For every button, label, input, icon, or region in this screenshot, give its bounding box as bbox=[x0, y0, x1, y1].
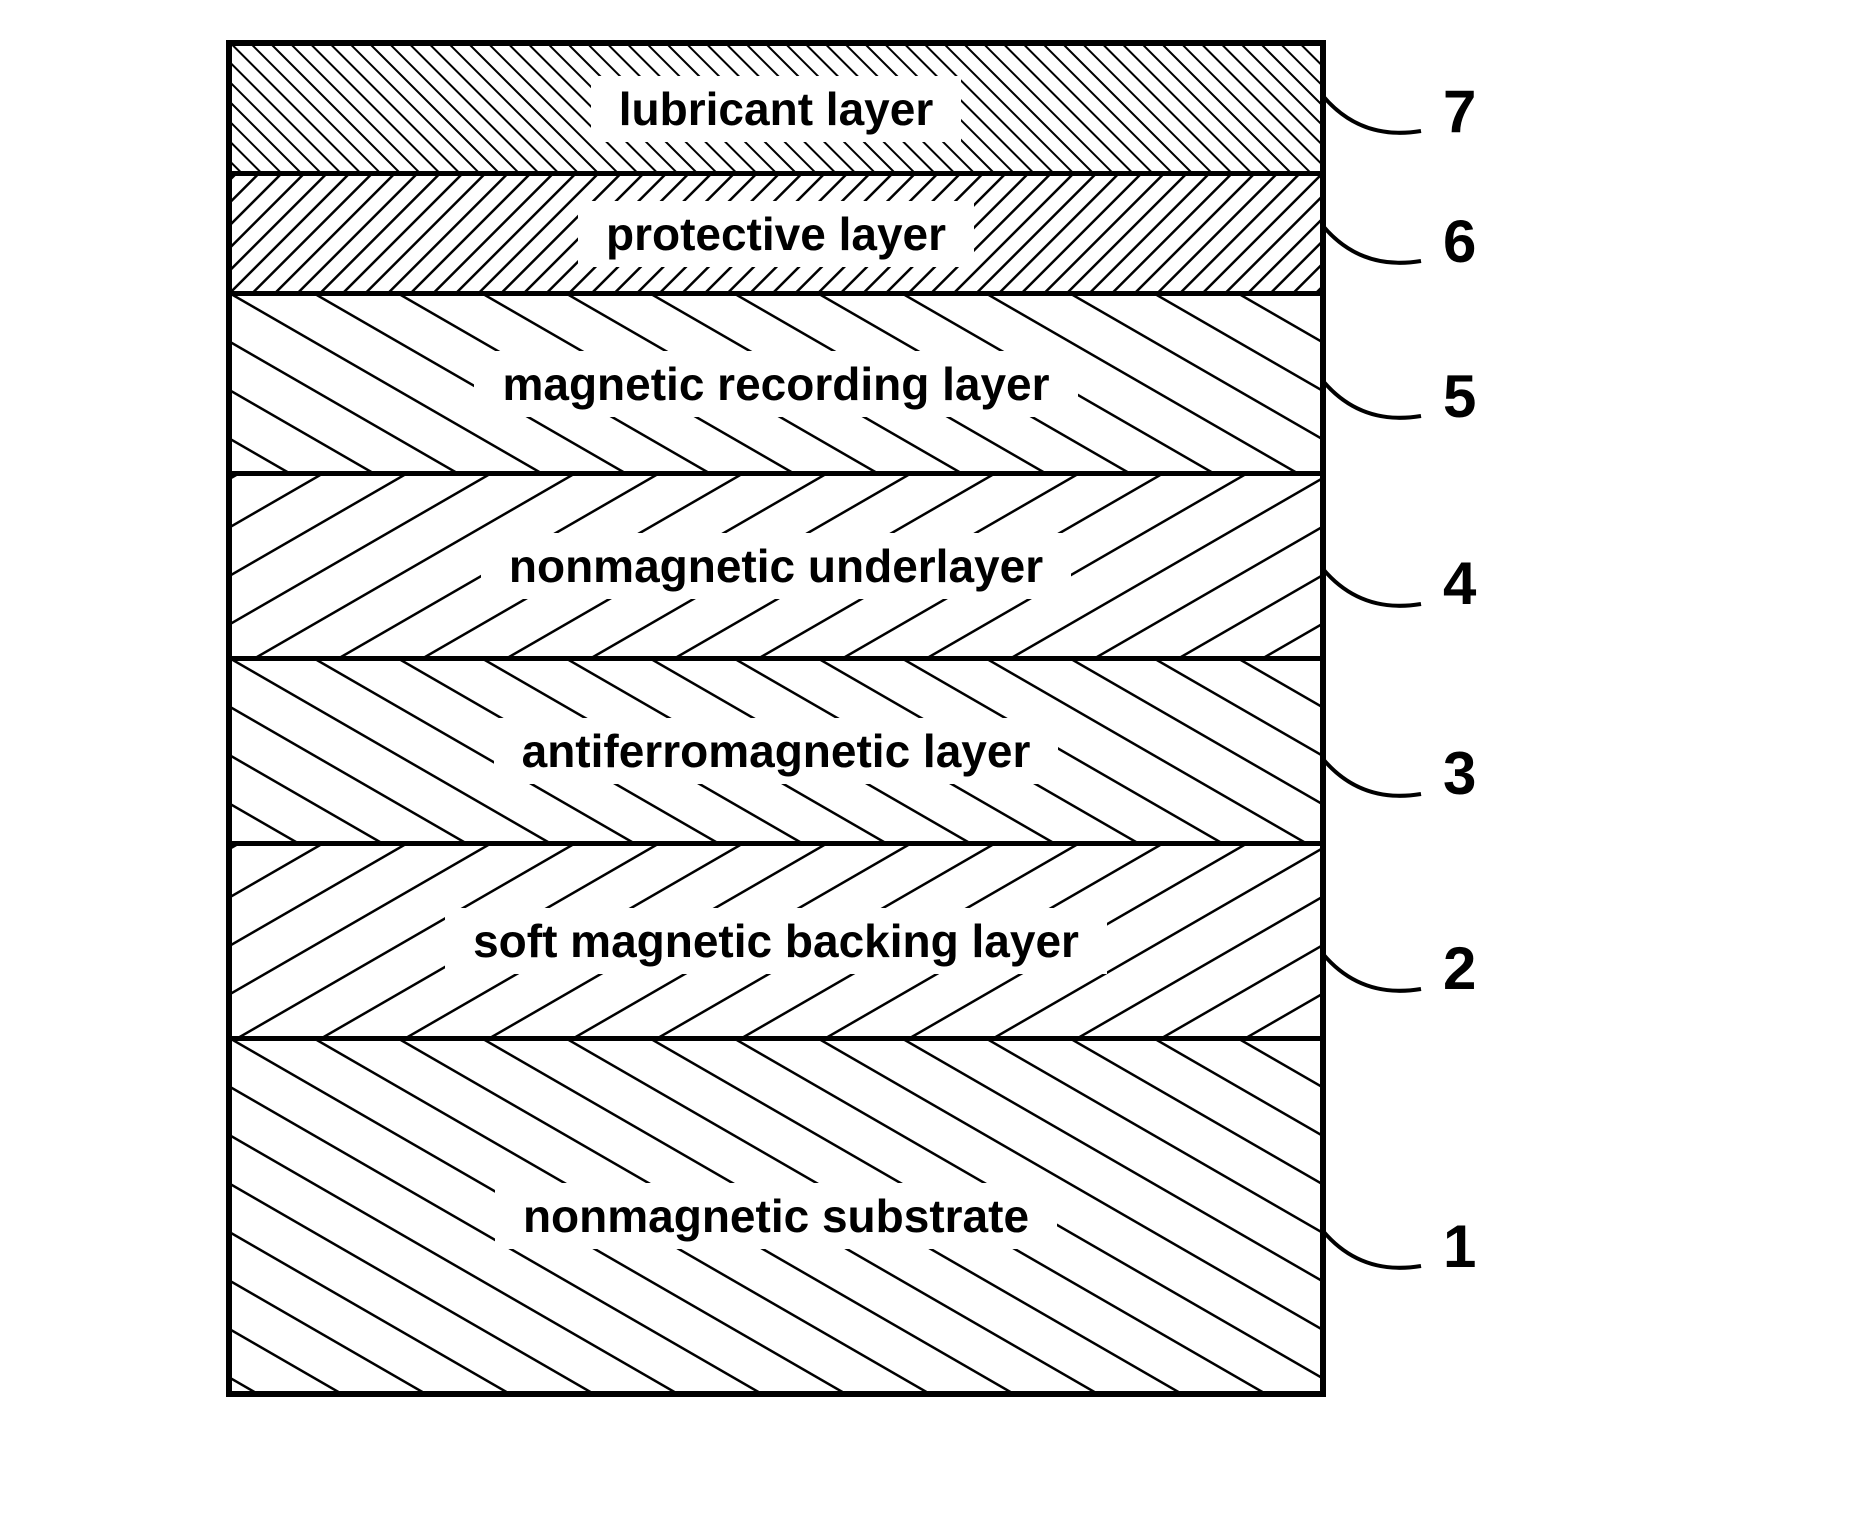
layer-label: soft magnetic backing layer bbox=[445, 908, 1107, 974]
layer-softmag: soft magnetic backing layer bbox=[232, 846, 1320, 1041]
callout-softmag: 2 bbox=[1321, 934, 1476, 1004]
callout-antiferro: 3 bbox=[1321, 739, 1476, 809]
layer-number: 7 bbox=[1443, 77, 1476, 146]
layer-number: 1 bbox=[1443, 1212, 1476, 1281]
layer-label: magnetic recording layer bbox=[474, 351, 1077, 417]
layer-lubricant: lubricant layer bbox=[232, 46, 1320, 176]
callout-substrate: 1 bbox=[1321, 1211, 1476, 1281]
layer-label: lubricant layer bbox=[591, 76, 961, 142]
callout-lubricant: 7 bbox=[1321, 76, 1476, 146]
layer-label: nonmagnetic substrate bbox=[495, 1183, 1057, 1249]
layer-number: 4 bbox=[1443, 549, 1476, 618]
layer-number: 6 bbox=[1443, 207, 1476, 276]
layer-label: antiferromagnetic layer bbox=[494, 718, 1059, 784]
layer-protective: protective layer bbox=[232, 176, 1320, 296]
layer-antiferro: antiferromagnetic layer bbox=[232, 661, 1320, 846]
layer-nmunder: nonmagnetic underlayer bbox=[232, 476, 1320, 661]
layer-number: 2 bbox=[1443, 934, 1476, 1003]
layer-label: nonmagnetic underlayer bbox=[481, 533, 1071, 599]
layer-stack: lubricant layer protective layer magneti… bbox=[226, 40, 1326, 1397]
callout-magrec: 5 bbox=[1321, 361, 1476, 431]
layer-number: 5 bbox=[1443, 362, 1476, 431]
callout-protective: 6 bbox=[1321, 206, 1476, 276]
layer-substrate: nonmagnetic substrate bbox=[232, 1041, 1320, 1391]
layer-magrec: magnetic recording layer bbox=[232, 296, 1320, 476]
diagram-container: lubricant layer protective layer magneti… bbox=[226, 40, 1626, 1397]
layer-number: 3 bbox=[1443, 739, 1476, 808]
callout-nmunder: 4 bbox=[1321, 549, 1476, 619]
layer-label: protective layer bbox=[578, 201, 974, 267]
